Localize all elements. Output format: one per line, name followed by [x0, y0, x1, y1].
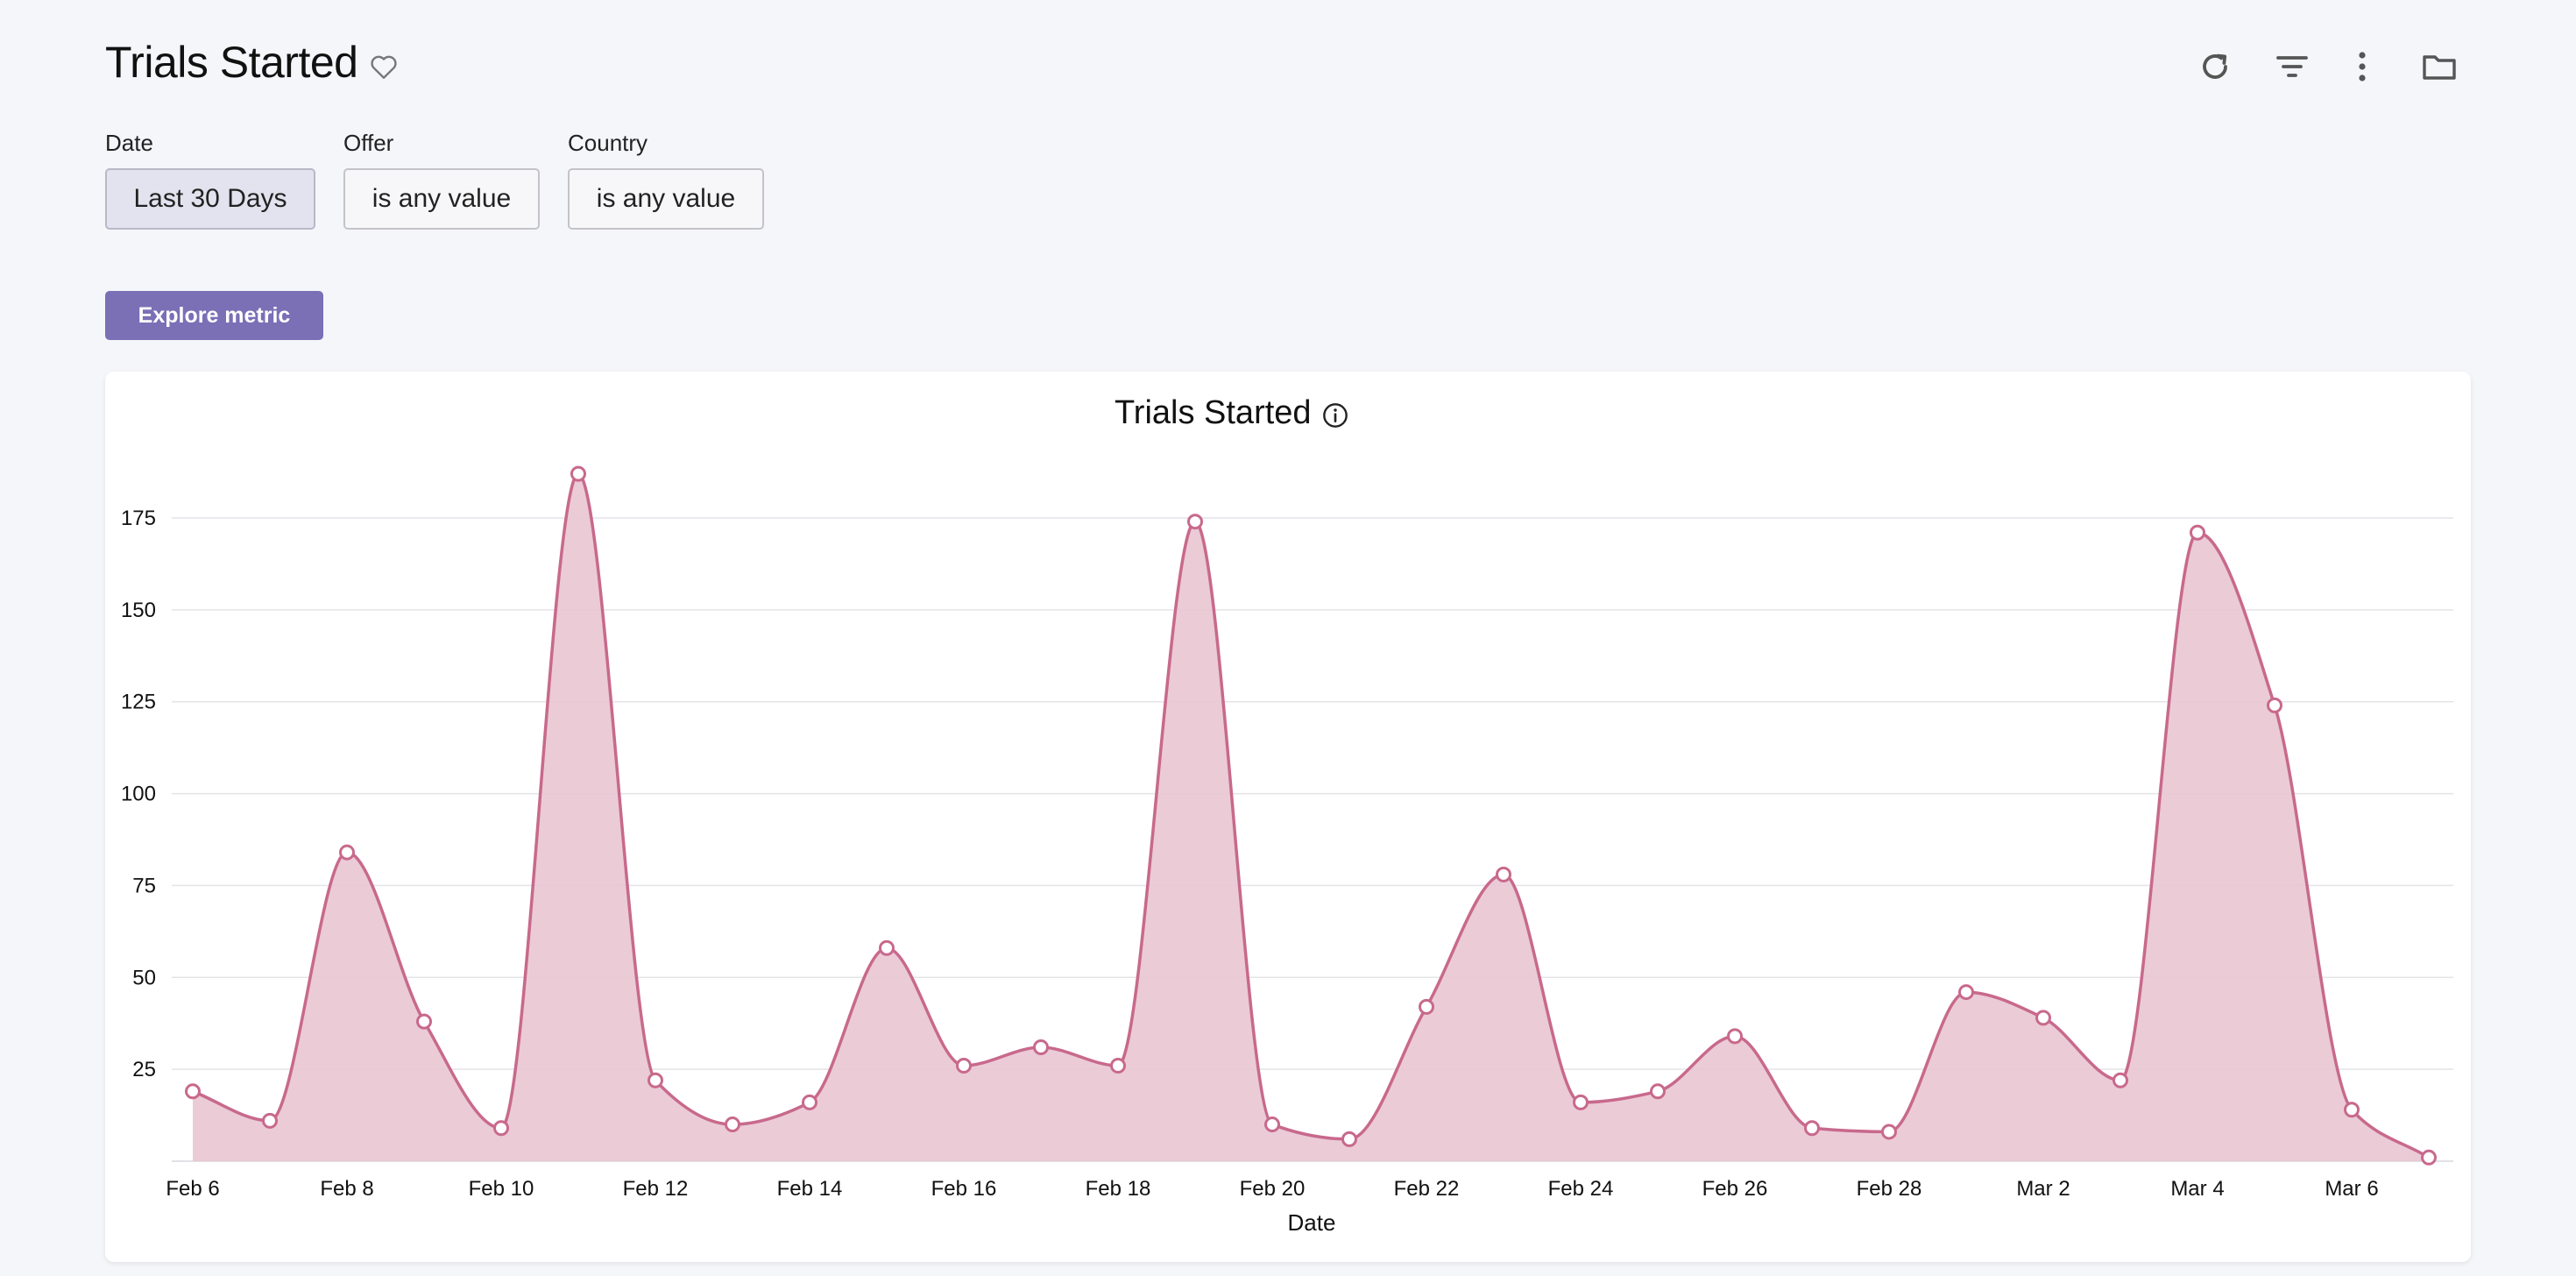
series-area [193, 473, 2429, 1161]
data-point[interactable] [956, 1057, 972, 1074]
data-point[interactable] [2035, 1010, 2051, 1026]
data-point[interactable] [416, 1013, 432, 1030]
x-tick-label: Mar 6 [2325, 1177, 2378, 1201]
x-tick-label: Mar 4 [2170, 1177, 2224, 1201]
x-tick-label: Feb 10 [469, 1177, 534, 1201]
data-point[interactable] [1033, 1039, 1049, 1055]
data-point[interactable] [1881, 1124, 1897, 1140]
info-icon[interactable] [1321, 401, 1349, 429]
country-filter-button[interactable]: is any value [568, 168, 764, 230]
data-point[interactable] [1110, 1057, 1126, 1074]
page-title: Trials Started [105, 38, 358, 87]
x-tick-label: Mar 2 [2016, 1177, 2070, 1201]
data-point[interactable] [1804, 1120, 1820, 1137]
data-point[interactable] [1187, 514, 1203, 530]
data-point[interactable] [1264, 1116, 1280, 1133]
y-tick-label: 150 [121, 599, 156, 622]
data-point[interactable] [879, 939, 895, 956]
series-points [185, 465, 2437, 1166]
y-axis-ticks: 25 50 75 100 125 150 175 [121, 507, 156, 1081]
favorite-heart-icon[interactable] [368, 51, 400, 82]
y-tick-label: 125 [121, 691, 156, 714]
x-tick-label: Feb 22 [1394, 1177, 1460, 1201]
filter-label-date: Date [105, 130, 153, 156]
data-point[interactable] [1727, 1028, 1743, 1045]
filter-icon[interactable] [2271, 46, 2313, 88]
x-axis-label: Date [1288, 1209, 1336, 1236]
filter-label-offer: Offer [343, 130, 394, 156]
refresh-icon[interactable] [2194, 46, 2236, 88]
data-point[interactable] [339, 844, 355, 861]
x-tick-label: Feb 28 [1857, 1177, 1922, 1201]
x-tick-label: Feb 8 [320, 1177, 373, 1201]
folder-icon[interactable] [2418, 46, 2460, 88]
data-point[interactable] [570, 465, 586, 482]
data-point[interactable] [2267, 697, 2282, 713]
data-point[interactable] [1650, 1083, 1666, 1100]
y-tick-label: 50 [132, 966, 156, 989]
x-tick-label: Feb 14 [777, 1177, 843, 1201]
x-tick-label: Feb 12 [623, 1177, 689, 1201]
y-tick-label: 75 [132, 874, 156, 897]
data-point[interactable] [2344, 1102, 2360, 1118]
x-tick-label: Feb 6 [166, 1177, 219, 1201]
x-tick-label: Feb 24 [1548, 1177, 1614, 1201]
more-options-icon[interactable] [2341, 46, 2383, 88]
data-point[interactable] [725, 1116, 740, 1133]
filter-label-country: Country [568, 130, 648, 156]
data-point[interactable] [1573, 1094, 1589, 1110]
chart-title: Trials Started [1115, 394, 1312, 431]
data-point[interactable] [2421, 1149, 2437, 1166]
data-point[interactable] [648, 1072, 663, 1088]
data-point[interactable] [1496, 866, 1511, 883]
x-tick-label: Feb 26 [1702, 1177, 1768, 1201]
data-point[interactable] [2190, 524, 2205, 541]
y-tick-label: 175 [121, 507, 156, 530]
y-tick-label: 100 [121, 783, 156, 806]
y-tick-label: 25 [132, 1058, 156, 1081]
data-point[interactable] [185, 1083, 201, 1100]
data-point[interactable] [1958, 984, 1974, 1001]
x-tick-label: Feb 16 [931, 1177, 997, 1201]
data-point[interactable] [493, 1120, 509, 1137]
date-filter-button[interactable]: Last 30 Days [105, 168, 315, 230]
data-point[interactable] [802, 1094, 817, 1110]
data-point[interactable] [1419, 998, 1434, 1015]
x-tick-label: Feb 18 [1086, 1177, 1151, 1201]
offer-filter-button[interactable]: is any value [343, 168, 540, 230]
data-point[interactable] [1341, 1131, 1357, 1147]
explore-metric-button[interactable]: Explore metric [105, 291, 323, 340]
data-point[interactable] [2112, 1072, 2128, 1088]
x-tick-label: Feb 20 [1240, 1177, 1306, 1201]
x-axis-ticks: Feb 6 Feb 8 Feb 10 Feb 12 Feb 14 Feb 16 Feb 18… [166, 1177, 2378, 1201]
data-point[interactable] [262, 1112, 278, 1129]
gridlines [172, 517, 2453, 1162]
